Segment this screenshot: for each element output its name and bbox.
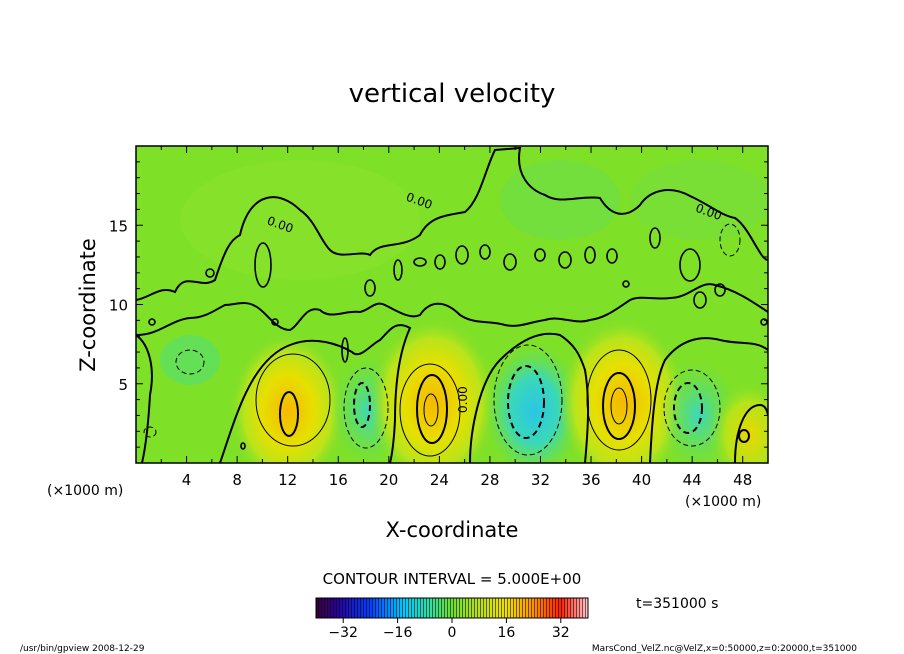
contour-label: 0.00 — [456, 386, 470, 413]
updraft-cell — [709, 380, 768, 463]
y-tick-label: 10 — [109, 297, 128, 315]
x-tick-label: 20 — [379, 471, 398, 489]
plot-area: 0.000.000.000.00 4 8 12 16 20 24 28 32 36 40 44 48 … — [109, 145, 769, 489]
colorbar-stripes — [316, 598, 588, 618]
colorbar-ticks: −32 −16 0 16 32 — [328, 618, 570, 641]
x-tick-label: 28 — [480, 471, 499, 489]
colorbar-tick-label: 32 — [552, 625, 570, 641]
y-tick-label: 15 — [109, 217, 128, 235]
x-tick-label: 24 — [430, 471, 449, 489]
zero-contour — [136, 283, 768, 336]
zero-contour — [469, 332, 590, 463]
zero-contour — [136, 146, 768, 301]
zero-contour — [219, 324, 412, 463]
x-tick-label: 4 — [182, 471, 192, 489]
zero-contour — [734, 403, 768, 463]
colorbar-tick-label: 0 — [448, 625, 457, 641]
colorbar-tick-label: −16 — [383, 625, 413, 641]
y-axis-ticks: 5 10 15 — [109, 161, 768, 448]
x-tick-label: 36 — [581, 471, 600, 489]
y-axis-label: Z-coordinate — [76, 238, 100, 372]
colorbar-tick-label: 16 — [497, 625, 515, 641]
x-axis-label: X-coordinate — [386, 518, 519, 542]
x-axis-ticks: 4 8 12 16 20 24 28 32 36 40 44 48 — [160, 146, 752, 489]
zero-contour — [649, 337, 768, 463]
x-tick-label: 48 — [733, 471, 752, 489]
colorbar-tick-label: −32 — [328, 625, 358, 641]
colorbar: −32 −16 0 16 32 — [315, 597, 589, 641]
x-tick-label: 32 — [531, 471, 550, 489]
x-tick-label: 44 — [683, 471, 702, 489]
x-tick-label: 16 — [329, 471, 348, 489]
x-unit-right: (×1000 m) — [685, 494, 761, 510]
contour-lines — [136, 146, 768, 463]
footer-right: MarsCond_VelZ.nc@VelZ,x=0:50000,z=0:2000… — [592, 644, 857, 654]
time-label: t=351000 s — [636, 596, 718, 612]
contour-interval: CONTOUR INTERVAL = 5.000E+00 — [323, 570, 582, 588]
chart-title: vertical velocity — [349, 79, 556, 109]
zero-contour — [136, 334, 153, 463]
x-tick-label: 12 — [278, 471, 297, 489]
x-tick-label: 40 — [632, 471, 651, 489]
y-tick-label: 5 — [118, 376, 128, 394]
x-tick-label: 8 — [232, 471, 242, 489]
footer-left: /usr/bin/gpview 2008-12-29 — [20, 644, 145, 654]
x-unit-left: (×1000 m) — [47, 483, 123, 499]
